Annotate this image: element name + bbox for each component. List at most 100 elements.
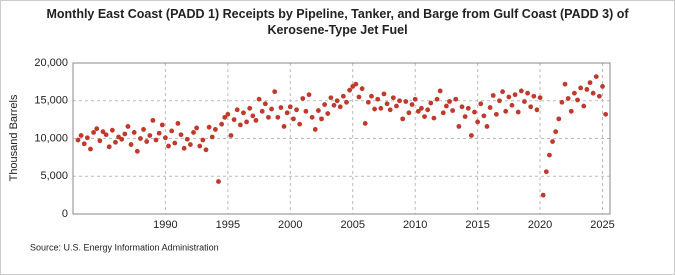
point xyxy=(340,93,346,99)
point xyxy=(175,121,181,126)
point xyxy=(172,140,178,146)
point xyxy=(456,124,462,129)
point xyxy=(278,105,284,110)
point xyxy=(575,97,580,103)
point xyxy=(394,103,399,109)
point xyxy=(459,104,465,110)
point xyxy=(184,136,190,142)
y-tick-label: 15,000 xyxy=(34,95,68,107)
point xyxy=(412,96,418,102)
point xyxy=(259,108,265,114)
point xyxy=(234,107,240,113)
point xyxy=(256,96,262,102)
point xyxy=(472,109,477,115)
point xyxy=(78,133,84,138)
point xyxy=(581,103,587,109)
point xyxy=(353,81,359,87)
x-tick-label: 1995 xyxy=(216,219,240,231)
point xyxy=(556,116,562,122)
point xyxy=(253,117,259,123)
point xyxy=(250,113,256,119)
x-tick-label: 2025 xyxy=(590,219,614,231)
point xyxy=(359,86,365,92)
point xyxy=(600,84,605,89)
point xyxy=(347,87,353,93)
x-tick-label: 2005 xyxy=(340,219,364,231)
point xyxy=(266,114,271,120)
point xyxy=(547,152,552,158)
point xyxy=(91,130,97,135)
point xyxy=(490,93,496,98)
point xyxy=(565,96,571,101)
point xyxy=(75,137,81,143)
point xyxy=(484,124,490,129)
point xyxy=(450,108,456,113)
point xyxy=(587,80,593,86)
point xyxy=(497,98,502,104)
point xyxy=(437,88,443,94)
point xyxy=(568,108,574,114)
point xyxy=(462,114,468,120)
point xyxy=(409,102,415,107)
point xyxy=(493,111,499,117)
point xyxy=(390,95,396,101)
point xyxy=(543,169,549,175)
point xyxy=(334,98,340,104)
point xyxy=(531,93,537,99)
point xyxy=(503,108,509,114)
point xyxy=(378,105,384,111)
point xyxy=(113,139,118,145)
point xyxy=(134,148,140,154)
chart-title: Monthly East Coast (PADD 1) Receipts by … xyxy=(46,7,629,37)
point xyxy=(147,133,153,138)
point xyxy=(475,119,481,125)
point xyxy=(403,99,409,104)
point xyxy=(356,94,362,100)
point xyxy=(300,96,306,101)
point xyxy=(297,121,303,127)
point xyxy=(209,134,215,140)
point xyxy=(387,107,393,113)
point xyxy=(419,105,424,111)
point xyxy=(272,89,278,95)
point xyxy=(191,130,196,135)
point xyxy=(440,110,446,116)
point xyxy=(365,99,371,105)
point xyxy=(559,99,565,105)
x-tick-label: 2000 xyxy=(278,219,302,231)
plot-border xyxy=(72,62,611,215)
point xyxy=(603,111,609,117)
point xyxy=(509,102,515,108)
point xyxy=(344,99,349,105)
point xyxy=(294,107,299,113)
point xyxy=(153,137,159,143)
point xyxy=(593,74,599,79)
point xyxy=(228,133,234,138)
point xyxy=(431,115,437,121)
point xyxy=(166,143,171,149)
point xyxy=(88,146,93,152)
point xyxy=(315,108,321,113)
point xyxy=(109,127,115,133)
y-tick-label: 0 xyxy=(62,208,68,220)
point xyxy=(131,130,137,135)
point xyxy=(422,114,427,120)
point xyxy=(525,90,530,96)
point xyxy=(453,96,459,102)
point xyxy=(281,124,287,129)
point xyxy=(481,113,487,119)
point xyxy=(478,101,484,107)
point xyxy=(103,132,109,138)
point xyxy=(100,129,106,135)
point xyxy=(337,104,343,110)
point xyxy=(372,106,377,112)
point xyxy=(428,100,434,106)
point xyxy=(247,105,253,111)
point xyxy=(216,179,221,184)
point xyxy=(553,129,559,135)
point xyxy=(94,126,100,132)
point xyxy=(119,136,125,142)
point xyxy=(269,106,274,112)
